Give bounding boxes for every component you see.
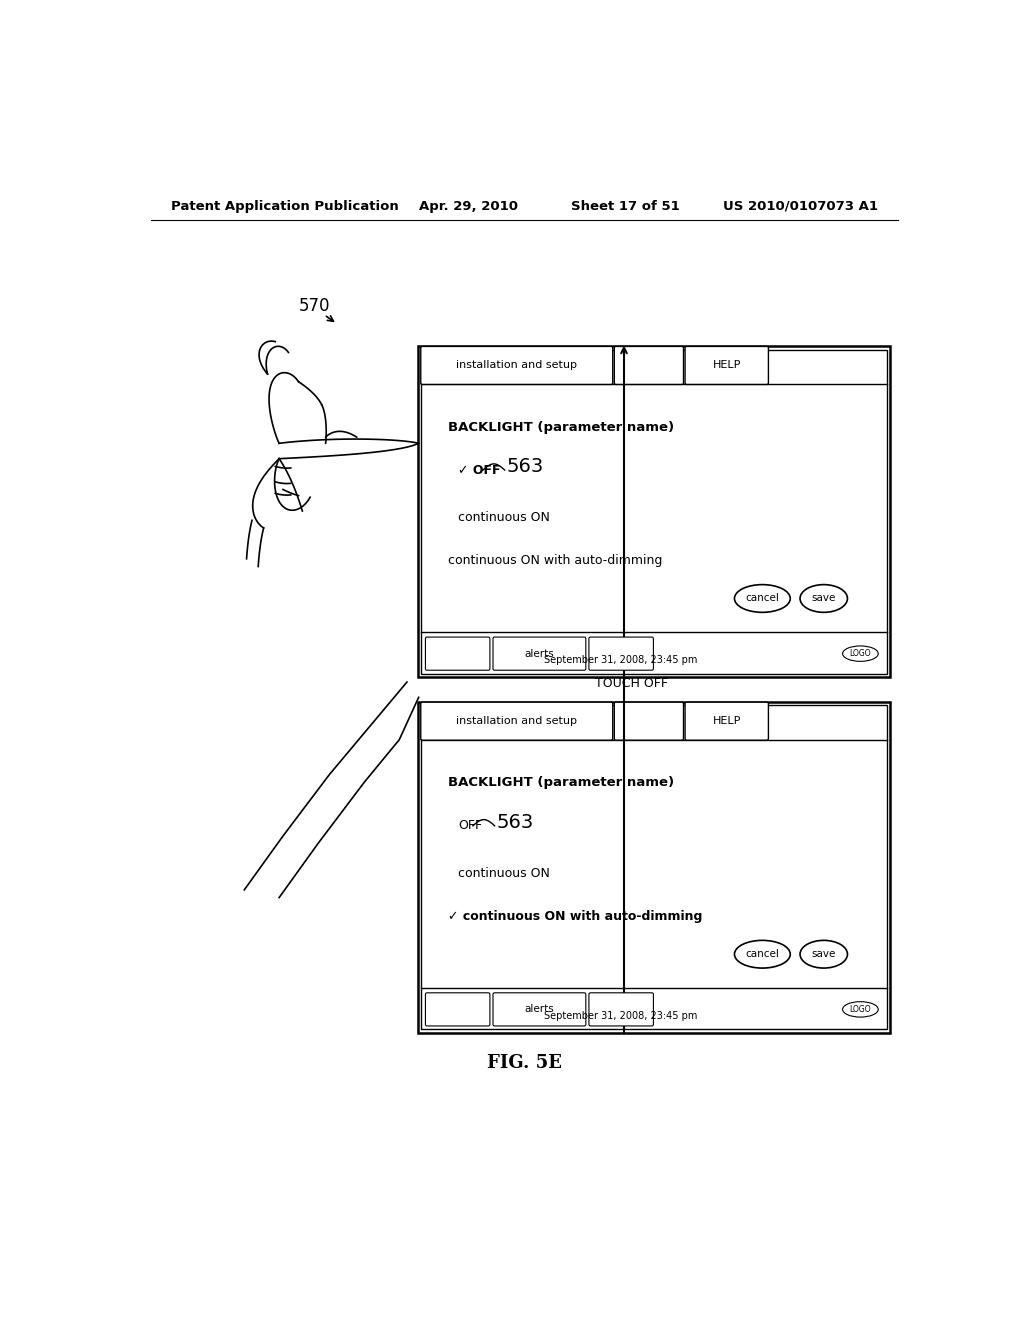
Text: installation and setup: installation and setup — [457, 360, 578, 371]
FancyBboxPatch shape — [418, 702, 890, 1032]
Ellipse shape — [734, 585, 791, 612]
Text: 563: 563 — [497, 813, 534, 832]
Ellipse shape — [800, 940, 848, 968]
Ellipse shape — [843, 645, 879, 661]
Text: continuous ON with auto-dimming: continuous ON with auto-dimming — [449, 554, 663, 566]
Text: LOGO: LOGO — [850, 1005, 871, 1014]
FancyBboxPatch shape — [614, 346, 683, 384]
Text: HELP: HELP — [713, 360, 741, 371]
Text: HELP: HELP — [713, 717, 741, 726]
Text: BACKLIGHT (parameter name): BACKLIGHT (parameter name) — [449, 776, 675, 789]
Text: continuous ON: continuous ON — [458, 867, 550, 880]
FancyBboxPatch shape — [685, 346, 768, 384]
Text: alerts: alerts — [524, 1005, 554, 1014]
Ellipse shape — [800, 585, 848, 612]
FancyBboxPatch shape — [589, 638, 653, 671]
Text: OFF: OFF — [458, 820, 482, 833]
FancyBboxPatch shape — [425, 638, 489, 671]
Text: US 2010/0107073 A1: US 2010/0107073 A1 — [723, 199, 879, 213]
FancyBboxPatch shape — [493, 638, 586, 671]
Ellipse shape — [843, 1002, 879, 1018]
Text: cancel: cancel — [745, 949, 779, 960]
FancyBboxPatch shape — [421, 350, 887, 673]
Text: save: save — [812, 949, 836, 960]
Ellipse shape — [734, 940, 791, 968]
Text: cancel: cancel — [745, 594, 779, 603]
Text: Sheet 17 of 51: Sheet 17 of 51 — [571, 199, 680, 213]
FancyBboxPatch shape — [589, 993, 653, 1026]
FancyBboxPatch shape — [418, 346, 890, 677]
Text: September 31, 2008, 23:45 pm: September 31, 2008, 23:45 pm — [544, 1011, 697, 1020]
FancyBboxPatch shape — [421, 702, 612, 741]
FancyBboxPatch shape — [493, 993, 586, 1026]
Text: alerts: alerts — [524, 648, 554, 659]
Text: 563: 563 — [506, 458, 544, 477]
FancyBboxPatch shape — [685, 702, 768, 741]
Text: save: save — [812, 594, 836, 603]
Text: ✓ OFF: ✓ OFF — [458, 463, 501, 477]
Text: Patent Application Publication: Patent Application Publication — [171, 199, 398, 213]
Text: 570: 570 — [299, 297, 330, 315]
Text: September 31, 2008, 23:45 pm: September 31, 2008, 23:45 pm — [544, 655, 697, 665]
FancyBboxPatch shape — [425, 993, 489, 1026]
FancyBboxPatch shape — [614, 702, 683, 741]
Text: installation and setup: installation and setup — [457, 717, 578, 726]
Text: BACKLIGHT (parameter name): BACKLIGHT (parameter name) — [449, 421, 675, 434]
FancyBboxPatch shape — [421, 705, 887, 1030]
Text: Apr. 29, 2010: Apr. 29, 2010 — [419, 199, 517, 213]
FancyBboxPatch shape — [421, 346, 612, 384]
Text: FIG. 5E: FIG. 5E — [487, 1055, 562, 1072]
Text: continuous ON: continuous ON — [458, 511, 550, 524]
Text: ✓ continuous ON with auto-dimming: ✓ continuous ON with auto-dimming — [449, 909, 702, 923]
Text: TOUCH OFF: TOUCH OFF — [595, 677, 669, 690]
Text: LOGO: LOGO — [850, 649, 871, 659]
